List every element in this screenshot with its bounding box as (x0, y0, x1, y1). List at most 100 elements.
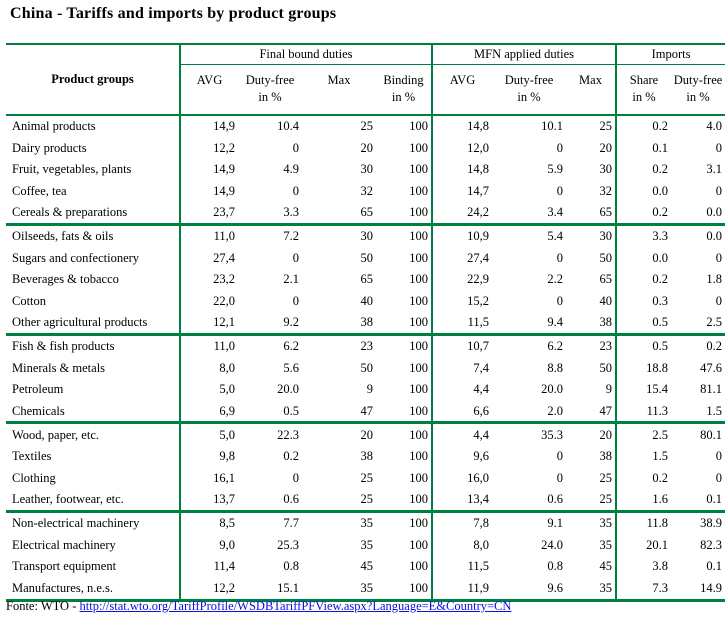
cell-imports-share: 11.3 (615, 400, 671, 425)
cell-bound-duty-free: 10.4 (277, 119, 299, 134)
cell-bound-duty-free: 7.7 (283, 516, 299, 531)
cell-mfn-max: 25 (599, 119, 613, 134)
row-label: Oilseeds, fats & oils (12, 229, 114, 244)
cell-mfn-duty-free: 8.8 (547, 360, 563, 375)
cell-mfn-avg: 14,7 (431, 180, 492, 202)
cell-mfn-duty-free: 2.0 (492, 400, 566, 425)
column-group-final-bound-duties: Final bound duties (179, 44, 432, 65)
cell-mfn-max: 20 (599, 427, 613, 442)
cell-imports-duty-free: 14.9 (700, 580, 723, 595)
cell-bound-duty-free: 0.6 (238, 488, 302, 514)
cell-bound-binding: 100 (409, 183, 428, 198)
cell-mfn-avg: 13,4 (431, 488, 492, 514)
cell-mfn-duty-free: 9.1 (547, 516, 563, 531)
cell-bound-binding: 100 (409, 516, 428, 531)
cell-bound-binding: 100 (409, 427, 428, 442)
cell-mfn-max: 35 (599, 516, 613, 531)
cell-imports-share: 0.3 (615, 290, 671, 312)
cell-bound-avg: 12,2 (179, 577, 238, 601)
cell-mfn-avg: 9,6 (431, 445, 492, 468)
cell-bound-avg: 5,0 (179, 422, 238, 446)
cell-mfn-avg: 4,4 (431, 422, 492, 446)
cell-imports-share: 0.2 (615, 201, 671, 226)
cell-bound-max: 38 (302, 311, 376, 336)
source-line: Fonte: WTO - http://stat.wto.org/TariffP… (6, 599, 511, 614)
cell-bound-duty-free: 5.6 (283, 360, 299, 375)
row-label: Animal products (12, 119, 96, 134)
cell-mfn-duty-free: 5.4 (547, 229, 563, 244)
cell-bound-max: 25 (360, 470, 374, 485)
table-row: Sugars and confectionery 27,4 0 50 100 2… (6, 247, 725, 269)
cell-bound-max: 35 (360, 580, 374, 595)
cell-mfn-duty-free: 0 (556, 183, 563, 198)
cell-bound-max: 45 (360, 559, 374, 574)
cell-bound-avg: 11,0 (179, 224, 238, 248)
cell-bound-max: 38 (360, 449, 374, 464)
cell-bound-duty-free: 2.1 (283, 272, 299, 287)
cell-bound-max: 65 (302, 201, 376, 226)
cell-bound-avg: 14,9 (179, 158, 238, 181)
cell-mfn-avg: 11,9 (431, 577, 492, 601)
cell-bound-avg: 11,0 (179, 334, 238, 358)
column-unit-row: in % in % in % in % in % (6, 88, 726, 116)
table-row: Beverages & tobacco 23,2 2.1 65 100 22,9… (6, 268, 725, 291)
unit-bound-max (302, 88, 376, 116)
cell-imports-duty-free: 0 (715, 470, 723, 485)
unit-mfn-duty-free: in % (492, 88, 566, 116)
cell-mfn-avg: 11,5 (431, 555, 492, 578)
cell-bound-binding: 100 (376, 311, 432, 336)
cell-bound-duty-free: 4.9 (283, 162, 299, 177)
cell-mfn-max: 35 (599, 580, 613, 595)
source-link[interactable]: http://stat.wto.org/TariffProfile/WSDBTa… (79, 599, 512, 613)
cell-mfn-max: 35 (599, 537, 613, 552)
cell-mfn-max: 9 (605, 382, 612, 397)
cell-imports-share: 0.0 (615, 180, 671, 202)
row-label: Clothing (12, 470, 56, 485)
cell-mfn-duty-free: 3.4 (492, 201, 566, 226)
cell-imports-share: 7.3 (615, 577, 671, 601)
cell-imports-duty-free: 81.1 (700, 382, 723, 397)
cell-mfn-duty-free: 0.6 (492, 488, 566, 514)
cell-bound-max: 32 (360, 183, 374, 198)
cell-mfn-duty-free: 0 (556, 250, 563, 265)
cell-mfn-duty-free: 9.6 (547, 580, 563, 595)
cell-mfn-avg: 7,8 (431, 511, 492, 535)
cell-mfn-duty-free: 24.0 (541, 537, 563, 552)
col-header-mfn-max: Max (579, 72, 602, 87)
cell-bound-duty-free: 0.5 (238, 400, 302, 425)
cell-mfn-max: 50 (599, 250, 613, 265)
cell-bound-avg: 8,0 (179, 357, 238, 379)
cell-bound-avg: 11,4 (179, 555, 238, 578)
cell-imports-share: 0.2 (615, 158, 671, 181)
row-label: Textiles (12, 449, 52, 464)
cell-bound-duty-free: 3.3 (238, 201, 302, 226)
column-group-imports: Imports (614, 44, 726, 65)
cell-bound-duty-free: 0 (292, 250, 299, 265)
column-group-mfn-applied-duties: MFN applied duties (431, 44, 616, 65)
cell-imports-share: 11.8 (615, 511, 671, 535)
cell-mfn-avg: 24,2 (431, 201, 492, 226)
row-label: Cotton (12, 293, 47, 308)
cell-bound-duty-free: 9.2 (238, 311, 302, 336)
cell-mfn-max: 45 (599, 559, 613, 574)
table-row: Fish & fish products 11,0 6.2 23 100 10,… (6, 334, 725, 358)
cell-bound-binding: 100 (376, 488, 432, 514)
row-label: Leather, footwear, etc. (6, 488, 180, 514)
cell-mfn-duty-free: 0 (556, 293, 563, 308)
cell-bound-duty-free: 7.2 (283, 229, 299, 244)
cell-bound-avg: 5,0 (179, 378, 238, 401)
column-header-row: AVG Duty-free Max Binding AVG Duty-free … (6, 64, 725, 88)
cell-bound-avg: 14,9 (179, 180, 238, 202)
row-label: Sugars and confectionery (12, 250, 140, 265)
cell-imports-duty-free: 82.3 (700, 537, 723, 552)
cell-bound-binding: 100 (409, 382, 428, 397)
cell-bound-duty-free: 0 (292, 183, 299, 198)
cell-bound-max: 50 (360, 250, 374, 265)
cell-mfn-duty-free: 2.2 (547, 272, 563, 287)
row-label: Beverages & tobacco (12, 272, 119, 287)
cell-mfn-max: 38 (599, 449, 613, 464)
row-label: Chemicals (6, 400, 180, 425)
table-row: Leather, footwear, etc. 13,7 0.6 25 100 … (6, 488, 726, 514)
cell-bound-duty-free: 0 (292, 140, 299, 155)
cell-mfn-duty-free: 0 (556, 449, 563, 464)
